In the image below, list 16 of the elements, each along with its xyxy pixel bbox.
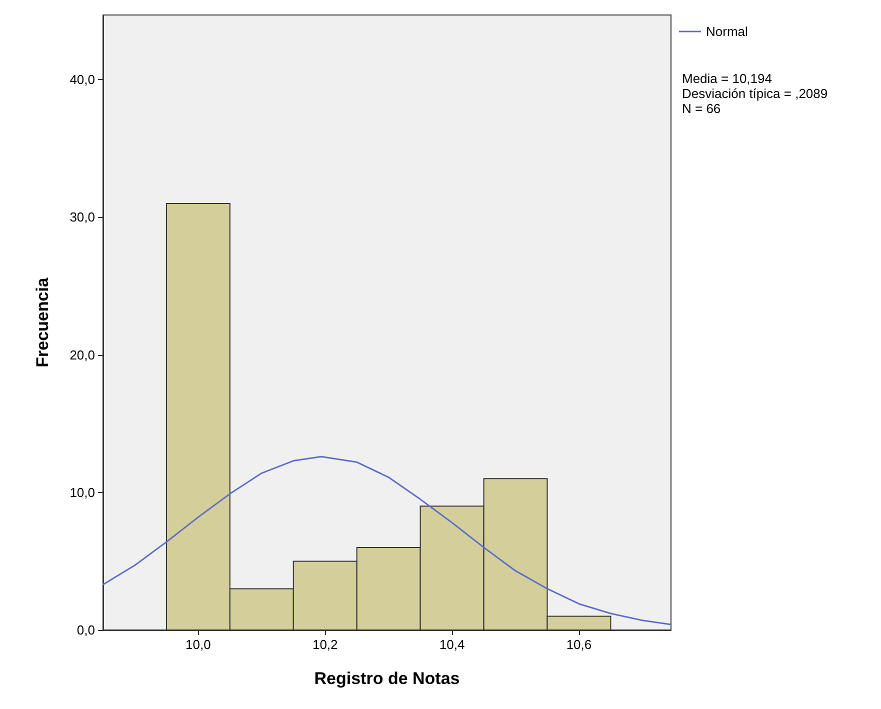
x-tick-label: 10,0 [186, 637, 211, 652]
x-tick-label: 10,4 [439, 637, 465, 652]
legend-label: Normal [706, 24, 748, 39]
y-tick-label: 0,0 [76, 622, 95, 638]
text: Media = 10,194 [682, 71, 772, 86]
x-tick-label: 10,6 [566, 637, 592, 652]
text: Desviación típica = ,2089 [682, 86, 828, 101]
x-axis-title: Registro de Notas [314, 669, 460, 688]
text: N = 66 [682, 101, 721, 116]
y-axis-title: Frecuencia [33, 277, 52, 368]
x-tick-label: 10,2 [312, 637, 338, 652]
y-tick-label: 20,0 [70, 347, 95, 362]
y-tick-label: 10,0 [70, 484, 95, 500]
line-series [102, 456, 672, 626]
y-tick-label: 30,0 [70, 210, 95, 225]
y-tick-label: 40,0 [70, 72, 95, 88]
